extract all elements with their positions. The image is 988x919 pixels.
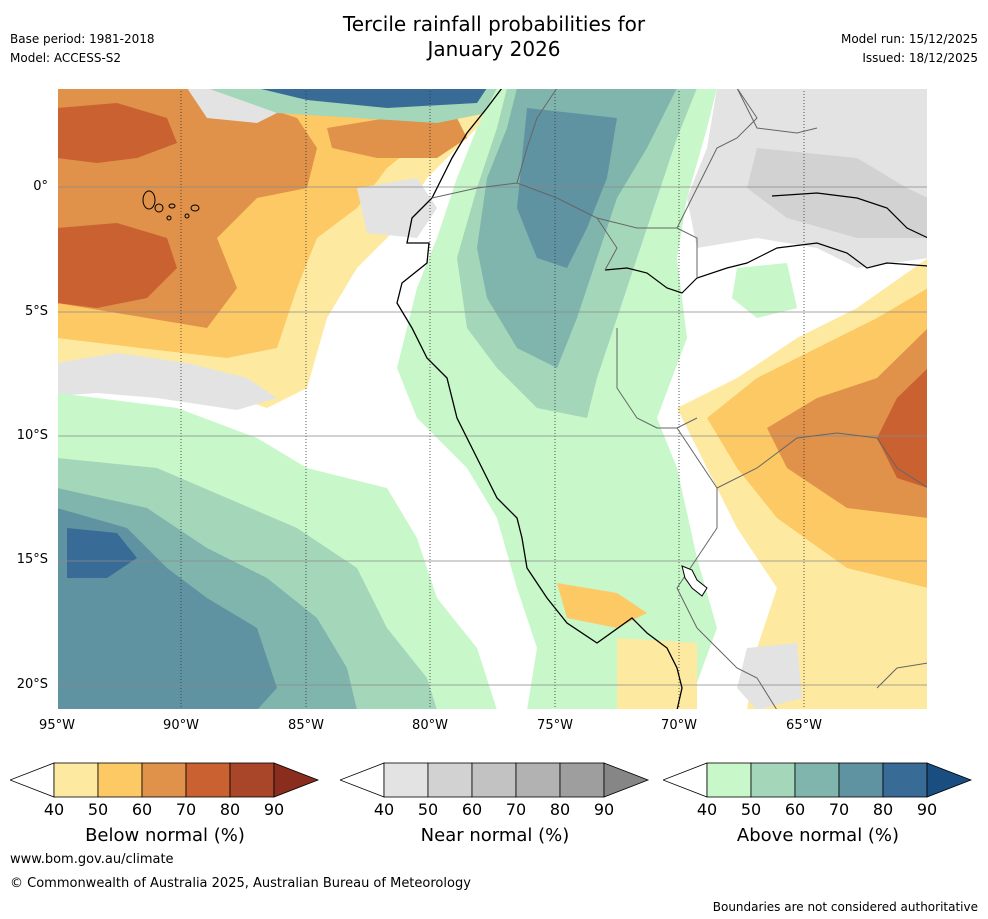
below-normal-70-southwest: [57, 223, 177, 308]
lat-label-5s: 5°S: [24, 304, 48, 319]
below-normal-tick-label: 50: [87, 800, 109, 819]
below-normal-60-north: [327, 118, 467, 158]
above-normal-north-dark: [257, 88, 487, 108]
near-normal-swatch: [515, 762, 561, 798]
page-title: Tercile rainfall probabilities for Janua…: [0, 12, 988, 62]
above-normal-tick-label: 80: [872, 800, 894, 819]
above-normal-swatch: [882, 762, 928, 798]
above-normal-swatch: [706, 762, 752, 798]
model-run-text: Model run: 15/12/2025: [840, 32, 978, 46]
above-normal-tick-label: 90: [916, 800, 938, 819]
title-line-2: January 2026: [427, 37, 561, 61]
near-normal-tick-label: 60: [461, 800, 483, 819]
lon-label-75w: 75°W: [537, 718, 573, 733]
galapagos-islands: [142, 190, 200, 221]
near-normal-tick-label: 40: [373, 800, 395, 819]
below-normal-swatch: [185, 762, 231, 798]
below-normal-patch-coast: [557, 583, 647, 628]
near-normal-50-northeast: [747, 148, 928, 238]
above-normal-swatch: [838, 762, 884, 798]
near-normal-tick-label: 90: [593, 800, 615, 819]
near-normal-under-extension: [340, 762, 385, 798]
near-normal-tick-label: 70: [505, 800, 527, 819]
above-normal-colorbar-label: Above normal (%): [736, 825, 900, 846]
above-normal-tick-label: 40: [696, 800, 718, 819]
below-normal-colorbar: 40 50 60 70 80 90 Below normal (%): [10, 762, 320, 852]
above-normal-tick-label: 50: [740, 800, 762, 819]
near-normal-swatch: [383, 762, 429, 798]
below-normal-tick-label: 80: [219, 800, 241, 819]
base-period-text: Base period: 1981-2018: [10, 32, 155, 46]
above-normal-70-central: [517, 108, 617, 268]
parallel-gridlines: [57, 186, 928, 686]
lon-label-80w: 80°W: [412, 718, 448, 733]
below-normal-70-west: [57, 103, 177, 163]
near-normal-tick-label: 50: [417, 800, 439, 819]
copyright-text: © Commonwealth of Australia 2025, Austra…: [10, 876, 471, 891]
lat-label-15s: 15°S: [16, 552, 48, 567]
above-normal-swatch: [794, 762, 840, 798]
above-normal-80-southwest: [67, 528, 137, 578]
near-normal-colorbar-label: Near normal (%): [420, 825, 570, 846]
lon-label-70w: 70°W: [661, 718, 697, 733]
above-normal-colorbar: 40 50 60 70 80 90 Above normal (%): [663, 762, 973, 852]
near-normal-swatch: [559, 762, 605, 798]
below-normal-tick-label: 60: [131, 800, 153, 819]
issued-text: Issued: 18/12/2025: [862, 51, 978, 65]
lat-label-20s: 20°S: [16, 677, 48, 692]
lat-label-0: 0°: [33, 179, 48, 194]
lon-label-95w: 95°W: [39, 718, 75, 733]
near-normal-over-extension: [603, 762, 650, 798]
near-normal-swatch: [471, 762, 517, 798]
north-coastline: [771, 192, 928, 239]
below-normal-tick-label: 90: [263, 800, 285, 819]
title-line-1: Tercile rainfall probabilities for: [342, 12, 646, 36]
map-frame: [57, 88, 928, 710]
country-borders: [431, 88, 928, 710]
disclaimer-text: Boundaries are not considered authoritat…: [712, 900, 978, 914]
below-normal-tick-label: 40: [43, 800, 65, 819]
near-normal-colorbar: 40 50 60 70 80 90 Near normal (%): [340, 762, 650, 852]
website-text: www.bom.gov.au/climate: [10, 852, 174, 867]
lon-label-65w: 65°W: [786, 718, 822, 733]
below-normal-swatch: [53, 762, 99, 798]
below-normal-under-extension: [10, 762, 55, 798]
below-normal-60-east: [767, 328, 928, 518]
above-normal-swatch: [750, 762, 796, 798]
below-normal-over-extension: [273, 762, 320, 798]
lat-label-10s: 10°S: [16, 428, 48, 443]
above-normal-over-extension: [926, 762, 973, 798]
above-normal-tick-label: 70: [828, 800, 850, 819]
below-normal-swatch: [97, 762, 143, 798]
below-normal-swatch: [141, 762, 187, 798]
coastline: [396, 88, 683, 710]
lake-titicaca: [681, 565, 708, 597]
below-normal-patch-south: [617, 638, 697, 710]
above-normal-patch-east: [732, 263, 797, 318]
caribbean-coastline: [604, 242, 928, 294]
lon-label-85w: 85°W: [288, 718, 324, 733]
near-normal-tick-label: 80: [549, 800, 571, 819]
near-normal-band-west: [57, 353, 277, 410]
model-text: Model: ACCESS-S2: [10, 51, 122, 65]
lon-label-90w: 90°W: [163, 718, 199, 733]
above-normal-tick-label: 60: [784, 800, 806, 819]
near-normal-patch-center: [357, 178, 437, 238]
above-normal-under-extension: [663, 762, 708, 798]
probability-map: [57, 88, 928, 710]
near-normal-swatch: [427, 762, 473, 798]
below-normal-tick-label: 70: [175, 800, 197, 819]
below-normal-swatch: [229, 762, 275, 798]
below-normal-colorbar-label: Below normal (%): [85, 825, 245, 846]
near-normal-patch-southeast: [737, 643, 802, 710]
